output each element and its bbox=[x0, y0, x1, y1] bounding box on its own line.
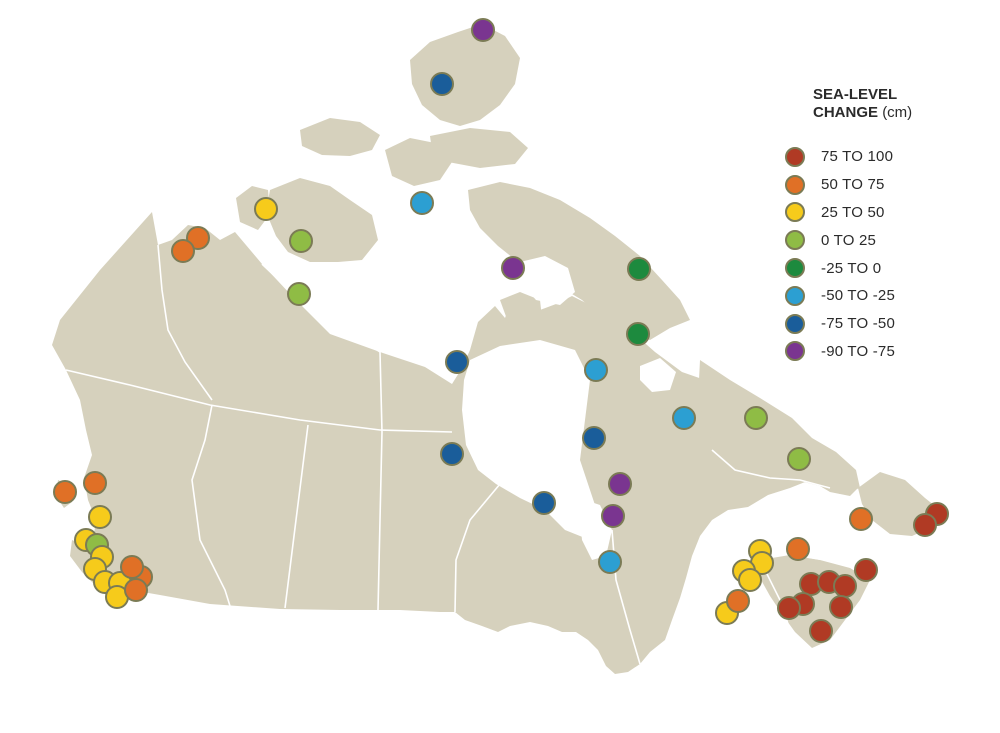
border-yukon-nwt bbox=[157, 244, 213, 401]
legend-label: 75 TO 100 bbox=[821, 148, 894, 166]
border-60th-parallel bbox=[65, 369, 453, 433]
marker-light-blue bbox=[598, 550, 622, 574]
border-nwt-nunavut bbox=[261, 263, 383, 433]
marker-orange bbox=[786, 537, 810, 561]
marker-light-green bbox=[287, 282, 311, 306]
victoria-island bbox=[266, 178, 378, 262]
marker-light-green bbox=[744, 406, 768, 430]
marker-red bbox=[809, 619, 833, 643]
marker-orange bbox=[53, 480, 77, 504]
legend-swatch bbox=[785, 341, 805, 362]
marker-red bbox=[833, 574, 857, 598]
devon-island bbox=[430, 128, 528, 168]
provincial-borders bbox=[65, 244, 831, 665]
marker-purple bbox=[608, 472, 632, 496]
legend-entry: -50 TO -25 bbox=[785, 282, 993, 310]
legend-label: -25 TO 0 bbox=[821, 259, 882, 277]
marker-yellow bbox=[254, 197, 278, 221]
legend-label: -75 TO -50 bbox=[821, 315, 895, 333]
marker-red bbox=[777, 596, 801, 620]
marker-light-blue bbox=[584, 358, 608, 382]
hudson-bay bbox=[462, 340, 600, 540]
ellesmere-island bbox=[410, 24, 520, 126]
marker-dark-green bbox=[626, 322, 650, 346]
labrador bbox=[698, 360, 860, 494]
legend-swatch bbox=[785, 174, 805, 195]
marker-orange bbox=[726, 589, 750, 613]
border-alberta-sask bbox=[284, 424, 309, 609]
legend-entry: 75 TO 100 bbox=[785, 143, 993, 171]
marker-red bbox=[854, 558, 878, 582]
border-manitoba-ontario bbox=[454, 483, 501, 613]
legend-entry: 25 TO 50 bbox=[785, 199, 993, 227]
legend-title-line2: CHANGE bbox=[813, 104, 879, 121]
sea-level-markers bbox=[53, 18, 949, 643]
legend-unit: (cm) bbox=[882, 104, 913, 121]
foxe-basin bbox=[520, 256, 575, 305]
legend-label: 0 TO 25 bbox=[821, 231, 877, 249]
marker-dark-green bbox=[627, 257, 651, 281]
marker-orange bbox=[120, 555, 144, 579]
marker-dark-blue bbox=[440, 442, 464, 466]
marker-orange bbox=[83, 471, 107, 495]
marker-light-blue bbox=[672, 406, 696, 430]
marker-red bbox=[913, 513, 937, 537]
legend-entry: -90 TO -75 bbox=[785, 338, 993, 366]
legend-label: 50 TO 75 bbox=[821, 176, 885, 194]
legend-swatch bbox=[785, 313, 805, 334]
marker-light-green bbox=[289, 229, 313, 253]
legend-entries: 75 TO 100 50 TO 75 25 TO 50 0 TO 25 -25 … bbox=[785, 143, 993, 366]
legend-entry: -25 TO 0 bbox=[785, 254, 993, 282]
marker-light-green bbox=[787, 447, 811, 471]
legend-entry: -75 TO -50 bbox=[785, 310, 993, 338]
marker-yellow bbox=[738, 568, 762, 592]
legend-swatch bbox=[785, 258, 805, 279]
marker-purple bbox=[501, 256, 525, 280]
arctic-islands-west bbox=[300, 118, 380, 156]
legend-swatch bbox=[785, 202, 805, 223]
legend-entry: 0 TO 25 bbox=[785, 226, 993, 254]
border-bc-alberta bbox=[191, 404, 231, 607]
legend-swatch bbox=[785, 285, 805, 306]
marker-purple bbox=[601, 504, 625, 528]
marker-orange bbox=[849, 507, 873, 531]
baffin-island bbox=[468, 182, 690, 340]
legend-title: SEA-LEVEL CHANGE (cm) bbox=[813, 86, 993, 122]
marker-dark-blue bbox=[445, 350, 469, 374]
marker-orange bbox=[171, 239, 195, 263]
marker-dark-blue bbox=[430, 72, 454, 96]
legend-label: -90 TO -75 bbox=[821, 342, 895, 360]
marker-dark-blue bbox=[532, 491, 556, 515]
marker-orange bbox=[124, 578, 148, 602]
marker-light-blue bbox=[410, 191, 434, 215]
legend: SEA-LEVEL CHANGE (cm) 75 TO 100 50 TO 75… bbox=[785, 86, 993, 366]
legend-title-line1: SEA-LEVEL bbox=[813, 86, 898, 103]
legend-label: -50 TO -25 bbox=[821, 287, 895, 305]
border-sask-manitoba bbox=[377, 431, 383, 611]
marker-dark-blue bbox=[582, 426, 606, 450]
marker-purple bbox=[471, 18, 495, 42]
legend-swatch bbox=[785, 146, 805, 167]
ungava-bay bbox=[640, 358, 676, 392]
marker-orange bbox=[186, 226, 210, 250]
marker-yellow bbox=[88, 505, 112, 529]
gulf-st-lawrence bbox=[762, 512, 850, 560]
legend-swatch bbox=[785, 230, 805, 251]
legend-label: 25 TO 50 bbox=[821, 203, 885, 221]
southampton-island bbox=[500, 292, 542, 326]
marker-red bbox=[829, 595, 853, 619]
border-quebec-labrador bbox=[711, 449, 831, 489]
legend-entry: 50 TO 75 bbox=[785, 171, 993, 199]
